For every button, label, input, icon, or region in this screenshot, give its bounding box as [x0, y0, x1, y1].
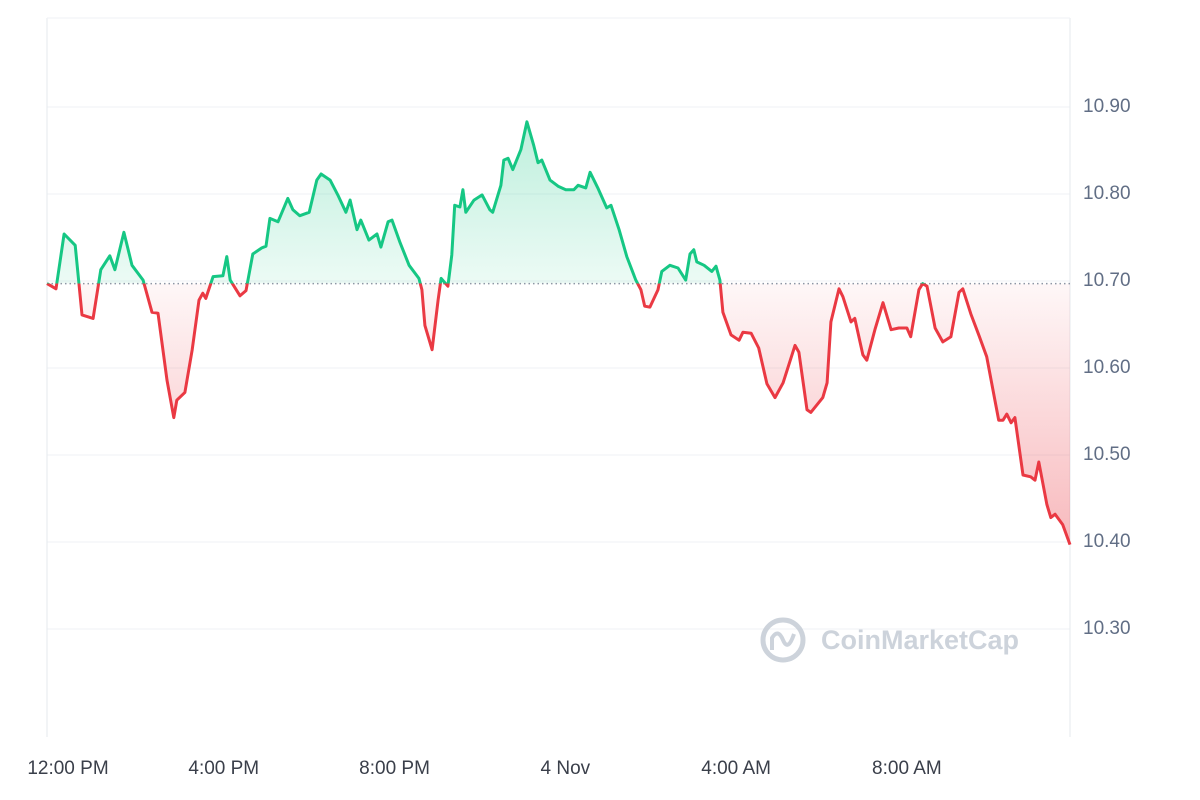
- y-tick-label: 10.80: [1083, 183, 1131, 204]
- watermark-logo: [770, 631, 796, 650]
- x-tick-label: 12:00 PM: [27, 758, 108, 779]
- watermark: CoinMarketCap: [760, 617, 1019, 663]
- watermark-logo: [760, 617, 806, 663]
- x-tick-label: 4:00 AM: [701, 758, 771, 779]
- y-tick-label: 10.30: [1083, 618, 1131, 639]
- area: [47, 121, 1070, 545]
- x-tick-label: 8:00 PM: [359, 758, 430, 779]
- x-tick-label: 4:00 PM: [188, 758, 259, 779]
- y-tick-label: 10.70: [1083, 270, 1131, 291]
- watermark-text: CoinMarketCap: [821, 625, 1019, 655]
- x-tick-label: 8:00 AM: [872, 758, 942, 779]
- y-tick-label: 10.50: [1083, 444, 1131, 465]
- y-tick-label: 10.90: [1083, 96, 1131, 117]
- y-tick-label: 10.40: [1083, 531, 1131, 552]
- y-tick-label: 10.60: [1083, 357, 1131, 378]
- x-tick-label: 4 Nov: [541, 758, 591, 779]
- price-line: [46, 120, 1072, 546]
